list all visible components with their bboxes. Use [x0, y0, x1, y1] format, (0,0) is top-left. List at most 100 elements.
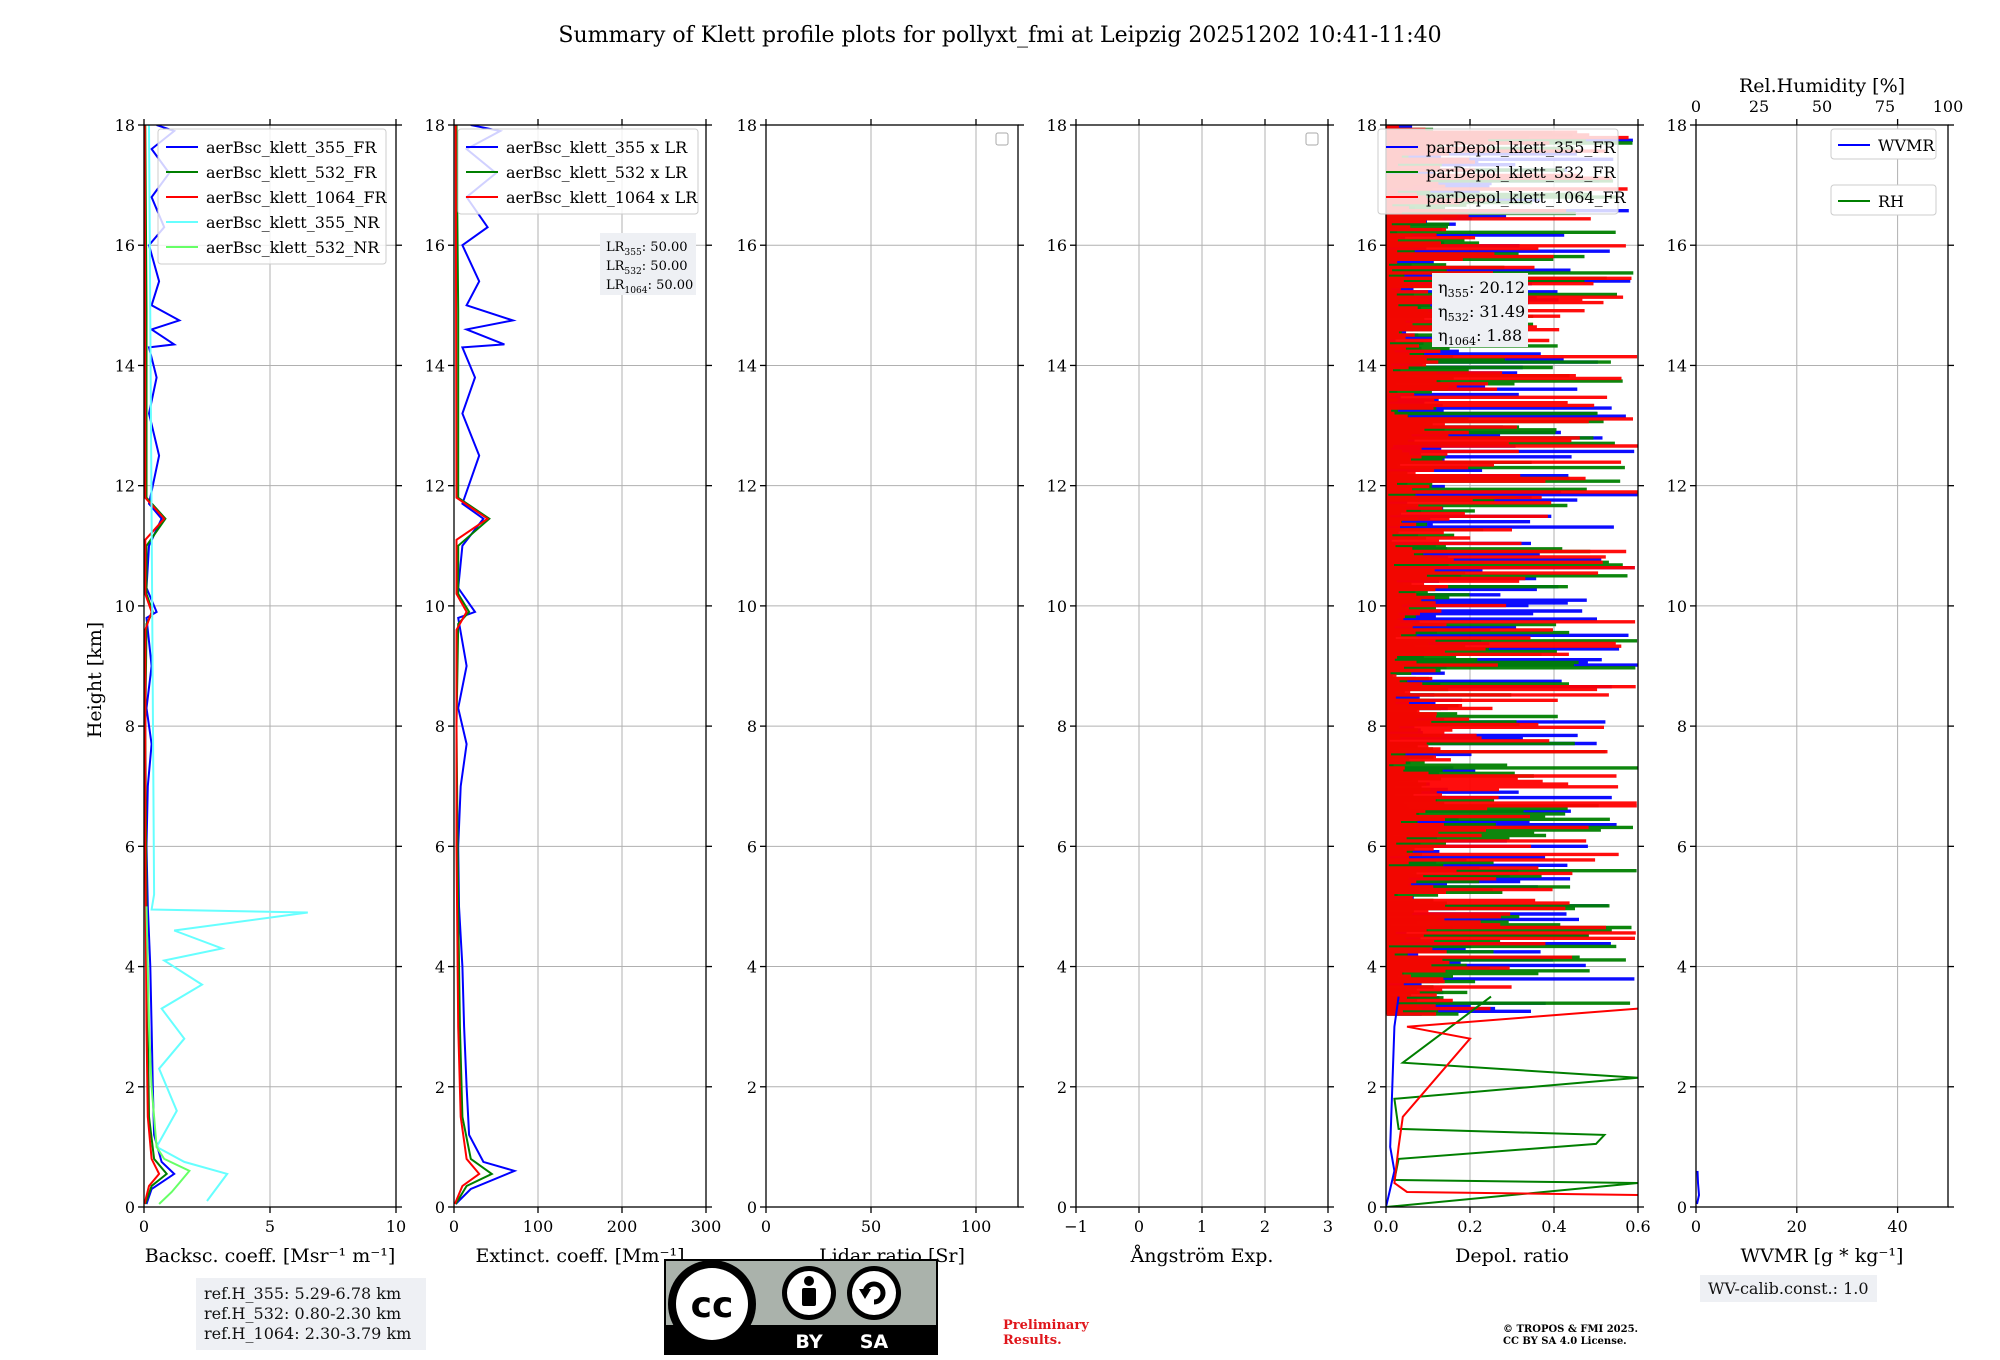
y-tick-label: 10 [115, 597, 135, 616]
x-axis-label: Extinct. coeff. [Mm⁻¹] [475, 1245, 684, 1267]
series-line-aerBsc_klett_355 x LR [454, 125, 518, 1205]
noise-1064 [1386, 125, 1638, 1016]
y-tick-label: 14 [1667, 356, 1687, 375]
legend-box [157, 128, 387, 265]
y-tick-label: 10 [425, 597, 445, 616]
x-tick-label: 3 [1323, 1217, 1333, 1236]
eta-355-label: η355: 20.12 [1438, 278, 1525, 300]
series-group [1696, 1170, 1701, 1205]
x-tick-label: 40 [1887, 1217, 1907, 1236]
series-line-parDepol_klett_1064_FR [1393, 1007, 1638, 1196]
series-line-WVMR [1696, 1170, 1701, 1205]
by-icon-head [804, 1276, 814, 1286]
x-tick-label: 200 [607, 1217, 638, 1236]
x-tick-label: 5 [265, 1217, 275, 1236]
legend: aerBsc_klett_355_FR aerBsc_klett_532_FRae… [157, 128, 388, 265]
legend-label: parDepol_klett_1064_FR [1426, 188, 1627, 207]
legend-label: aerBsc_klett_532_FR [206, 163, 377, 182]
y-tick-label: 12 [737, 477, 757, 496]
eta-1064-label: η1064: 1.88 [1438, 326, 1522, 348]
x-axis-label: Depol. ratio [1455, 1245, 1569, 1267]
y-tick-label: 10 [1667, 597, 1687, 616]
x-tick-label: 0.4 [1541, 1217, 1566, 1236]
series-line-aerBsc_klett_532 x LR [454, 125, 494, 1205]
sa-icon-arrow [862, 1281, 886, 1305]
y-tick-label: 18 [1667, 116, 1687, 135]
legend-RH: RH [1830, 184, 1937, 216]
annotation-box [1432, 273, 1528, 347]
x-tick-label: 0 [761, 1217, 771, 1236]
top-x-axis-label: Rel.Humidity [%] [1739, 75, 1905, 97]
y-tick-label: 16 [737, 236, 757, 255]
top-x-tick-label: 75 [1875, 97, 1895, 116]
y-tick-label: 12 [115, 477, 135, 496]
y-tick-label: 6 [435, 837, 445, 856]
x-tick-label: 10 [386, 1217, 406, 1236]
y-tick-label: 2 [1367, 1078, 1377, 1097]
x-tick-label: 300 [691, 1217, 722, 1236]
y-tick-label: 8 [435, 717, 445, 736]
legend-box [1377, 128, 1619, 215]
legend-box [1830, 128, 1937, 160]
y-tick-label: 2 [747, 1078, 757, 1097]
y-tick-label: 14 [1357, 356, 1377, 375]
y-tick-label: 6 [747, 837, 757, 856]
y-tick-label: 6 [125, 837, 135, 856]
x-axis-label: Ångström Exp. [1130, 1245, 1274, 1267]
legend-label: WVMR [1878, 136, 1935, 155]
x-tick-label: 0.6 [1625, 1217, 1650, 1236]
legend-WVMR: WVMR [1830, 128, 1937, 160]
cc-by-sa-license-badge: cc BY SA [664, 1259, 938, 1355]
y-axis-label: Height [km] [84, 622, 106, 738]
by-icon-body [802, 1288, 816, 1306]
legend-box [457, 128, 699, 215]
top-x-tick-label: 100 [1933, 97, 1964, 116]
sa-icon [852, 1271, 896, 1315]
x-tick-label: 0 [139, 1217, 149, 1236]
series-line-parDepol_klett_355_FR [1386, 996, 1400, 1207]
y-tick-label: 8 [125, 717, 135, 736]
y-tick-label: 2 [125, 1078, 135, 1097]
axes-frame [765, 124, 1019, 1208]
y-tick-label: 6 [1677, 837, 1687, 856]
y-tick-label: 0 [435, 1198, 445, 1217]
y-tick-label: 14 [1047, 356, 1067, 375]
y-tick-label: 0 [125, 1198, 135, 1217]
lr-355-label: LR355: 50.00 [606, 240, 688, 258]
empty-legend-box [1305, 132, 1319, 146]
wv-calibration-box: WV-calib.const.: 1.0 [1700, 1275, 1877, 1302]
panel-depolarization: 0 2 4 6 8 10 12 14 16 18 0.0 0.2 0.4 0.6 Depol. ratio p… [1357, 116, 1651, 1267]
x-tick-label: 100 [961, 1217, 992, 1236]
legend-box [1830, 184, 1937, 216]
series-line-aerBsc_klett_532_FR [144, 125, 169, 1205]
y-tick-label: 2 [435, 1078, 445, 1097]
panel-extinction: 0 2 4 6 8 10 12 14 16 18 0 100 200 300 Extinct. coeff.… [425, 116, 722, 1267]
y-tick-label: 10 [1047, 597, 1067, 616]
x-tick-label: 20 [1787, 1217, 1807, 1236]
copyright-line-2: CC BY SA 4.0 License. [1503, 1336, 1627, 1347]
y-tick-label: 6 [1057, 837, 1067, 856]
x-tick-label: 0 [449, 1217, 459, 1236]
preliminary-line-2: Results. [1003, 1333, 1062, 1348]
series-line-aerBsc_klett_355_FR [145, 125, 182, 1205]
x-tick-label: 0 [1691, 1217, 1701, 1236]
top-x-tick-label: 0 [1691, 97, 1701, 116]
y-tick-label: 18 [425, 116, 445, 135]
legend-label: aerBsc_klett_355_FR [206, 138, 377, 157]
y-tick-label: 12 [1667, 477, 1687, 496]
copyright-note: © TROPOS & FMI 2025. CC BY SA 4.0 Licens… [1503, 1324, 1638, 1348]
y-tick-label: 10 [737, 597, 757, 616]
y-tick-label: 16 [1667, 236, 1687, 255]
axes-frame [453, 124, 707, 1208]
legend-label: aerBsc_klett_532 x LR [506, 163, 688, 182]
y-tick-label: 8 [1057, 717, 1067, 736]
y-tick-label: 16 [425, 236, 445, 255]
y-tick-label: 0 [1057, 1198, 1067, 1217]
series-group [144, 125, 308, 1205]
legend-label: RH [1878, 192, 1904, 211]
y-tick-label: 4 [1057, 958, 1067, 977]
by-label: BY [795, 1331, 822, 1353]
